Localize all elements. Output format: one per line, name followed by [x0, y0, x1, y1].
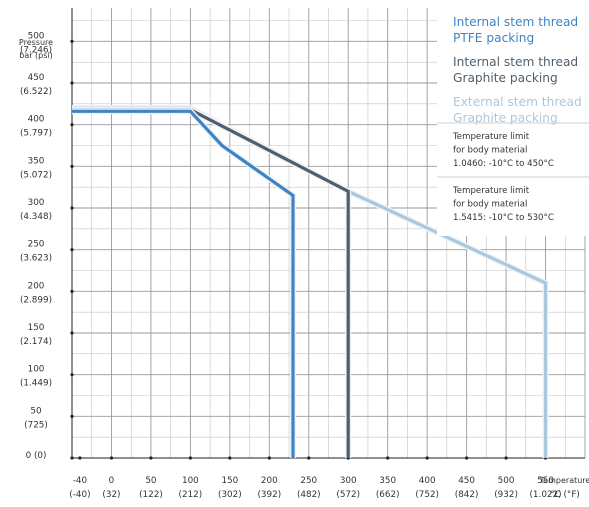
- axis-labels: Pressure bar (psi) Temperature °C (°F): [19, 38, 589, 500]
- x-axis-title-line1: Temperature: [539, 476, 589, 485]
- x-tick-mark: [307, 456, 311, 460]
- x-tick-mark: [78, 456, 82, 460]
- x-tick-sublabel: (1.022): [530, 490, 562, 500]
- x-tick-sublabel: (752): [415, 490, 439, 500]
- series-2-line: [72, 109, 295, 458]
- y-tick-mark: [70, 456, 74, 460]
- y-axis-title-line2: bar (psi): [19, 51, 53, 60]
- y-tick-label: 50: [30, 406, 42, 416]
- y-tick-mark: [70, 331, 74, 335]
- x-tick-sublabel: (662): [376, 490, 400, 500]
- x-tick-sublabel: (212): [179, 490, 203, 500]
- y-tick-label: 350: [28, 156, 45, 166]
- x-tick-sublabel: (-40): [69, 490, 90, 500]
- x-tick-sublabel: (392): [257, 490, 281, 500]
- y-tick-label: 500: [28, 31, 45, 41]
- y-tick-mark: [70, 289, 74, 293]
- annotation-text: 1.5415: -10°C to 530°C: [453, 213, 554, 223]
- axes: [70, 8, 585, 460]
- x-tick-label: 100: [182, 476, 199, 486]
- x-tick-label: 500: [498, 476, 515, 486]
- annotation-text: Temperature limit: [452, 186, 530, 196]
- x-tick-label: 400: [419, 476, 436, 486]
- annotation-text: for body material: [453, 200, 527, 210]
- x-tick-mark: [109, 456, 114, 460]
- x-tick-label: -40: [73, 476, 88, 486]
- y-tick-sublabel: (7.246): [20, 45, 52, 55]
- x-tick-label: 450: [458, 476, 475, 486]
- legend-entry-line1: Internal stem thread: [453, 55, 578, 69]
- legend-panel: [437, 0, 589, 236]
- y-tick-mark: [70, 206, 74, 210]
- x-tick-label: 200: [261, 476, 278, 486]
- y-tick-label: 250: [28, 240, 45, 250]
- y-tick-mark: [70, 373, 74, 377]
- x-tick-sublabel: (842): [455, 490, 479, 500]
- y-tick-sublabel: (2.174): [20, 337, 52, 347]
- series-lines: [72, 105, 549, 458]
- y-tick-sublabel: (5.797): [20, 129, 52, 139]
- annotations: Temperature limit for body material 1.0460…: [437, 122, 589, 223]
- x-tick-sublabel: (572): [336, 490, 360, 500]
- x-tick-label: 300: [340, 476, 357, 486]
- y-tick-label: 0 (0): [26, 451, 47, 461]
- y-tick-label: 150: [28, 323, 45, 333]
- y-tick-sublabel: (4.348): [20, 212, 52, 222]
- x-tick-mark: [425, 456, 429, 460]
- legend: Internal stem thread PTFE packing Internal…: [437, 0, 589, 236]
- y-tick-sublabel: (5.072): [20, 170, 52, 180]
- x-tick-label: 150: [221, 476, 238, 486]
- legend-entry-line2: Graphite packing: [453, 71, 558, 85]
- y-tick-mark: [70, 81, 74, 85]
- x-tick-mark: [228, 456, 232, 460]
- x-axis-title-line2: °C (°F): [550, 490, 580, 500]
- y-axis-title-line1: Pressure: [19, 38, 53, 47]
- y-tick-mark: [70, 123, 74, 127]
- x-tick-mark: [188, 456, 192, 460]
- y-tick-sublabel: (725): [24, 420, 48, 430]
- y-tick-mark: [70, 39, 74, 43]
- x-tick-mark: [386, 456, 390, 460]
- y-tick-sublabel: (2.899): [20, 295, 52, 305]
- x-tick-label: 50: [145, 476, 157, 486]
- x-tick-sublabel: (302): [218, 490, 242, 500]
- x-tick-mark: [504, 456, 508, 460]
- y-tick-label: 450: [28, 73, 45, 83]
- legend-entry-line2: PTFE packing: [453, 31, 534, 45]
- y-tick-sublabel: (1.449): [20, 379, 52, 389]
- y-tick-label: 200: [28, 281, 45, 291]
- x-tick-labels: -40 (-40) 0 (32) 50 (122) 100 (212) 150 (302) 200 (…: [69, 476, 561, 500]
- legend-entry-line1: External stem thread: [453, 95, 582, 109]
- x-tick-sublabel: (932): [494, 490, 518, 500]
- x-tick-sublabel: (32): [102, 490, 120, 500]
- annotation-text: for body material: [453, 146, 527, 156]
- annotation-text: Temperature limit: [452, 132, 530, 142]
- legend-entry-line2: Graphite packing: [453, 111, 558, 125]
- x-tick-label: 0: [109, 476, 115, 486]
- y-tick-label: 300: [28, 198, 45, 208]
- y-tick-label: 400: [28, 115, 45, 125]
- annotation-text: 1.0460: -10°C to 450°C: [453, 159, 554, 169]
- y-tick-label: 100: [28, 365, 45, 375]
- y-tick-labels: 500 (7.246) 450 (6.522) 400 (5.797) 350 (5.072)…: [20, 31, 52, 461]
- legend-entry-line1: Internal stem thread: [453, 15, 578, 29]
- y-tick-mark: [70, 164, 74, 168]
- x-tick-label: 350: [379, 476, 396, 486]
- y-tick-mark: [70, 414, 74, 418]
- series-2-outline: [72, 108, 296, 458]
- x-tick-mark: [149, 456, 153, 460]
- x-tick-sublabel: (482): [297, 490, 321, 500]
- x-tick-label: 550: [537, 476, 554, 486]
- y-tick-sublabel: (6.522): [20, 87, 52, 97]
- y-tick-sublabel: (3.623): [20, 254, 52, 264]
- x-tick-mark: [267, 456, 271, 460]
- x-tick-sublabel: (122): [139, 490, 163, 500]
- y-tick-mark: [70, 248, 74, 252]
- x-tick-label: 250: [300, 476, 317, 486]
- x-tick-mark: [465, 456, 469, 460]
